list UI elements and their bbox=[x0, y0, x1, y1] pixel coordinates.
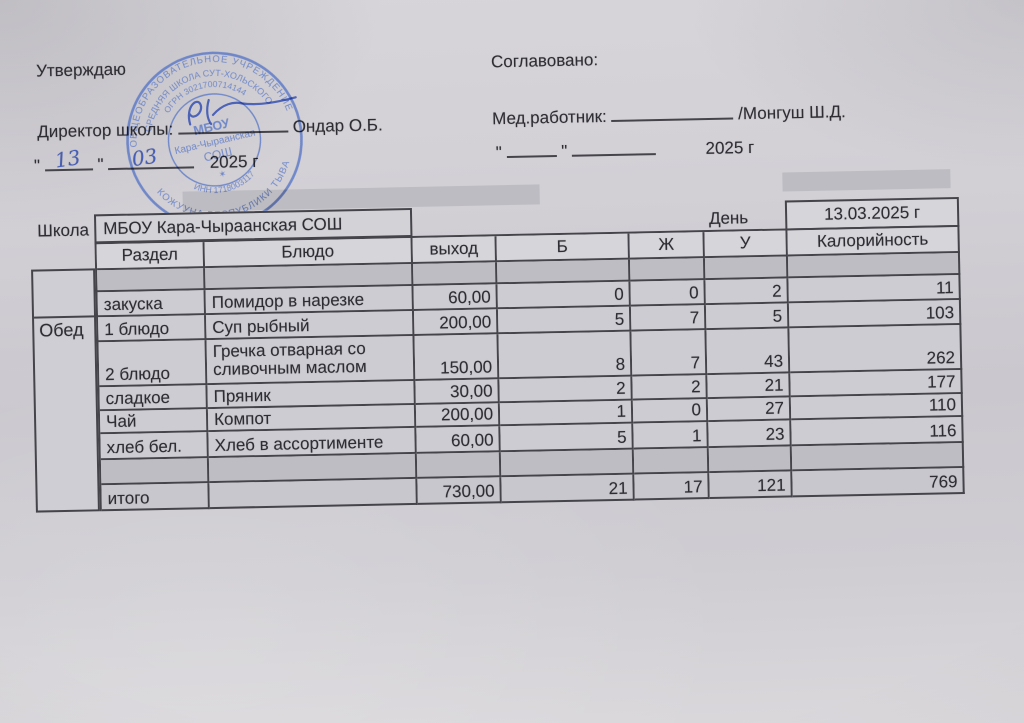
right-date-line: " " 2025 г bbox=[496, 133, 755, 163]
day-label: День bbox=[708, 208, 749, 229]
school-stamp: ОБЩЕОБРАЗОВАТЕЛЬНОЕ УЧРЕЖДЕНИЕ СРЕДНЯЯ Ш… bbox=[112, 37, 303, 235]
empty-cell bbox=[791, 442, 965, 472]
row-razdel: хлеб бел. bbox=[100, 432, 209, 461]
quote-open: " bbox=[33, 156, 41, 176]
empty-cell bbox=[708, 446, 793, 474]
row-out: 200,00 bbox=[413, 309, 499, 336]
stamp-center-line3: СОШ bbox=[202, 144, 233, 164]
empty-cell bbox=[97, 268, 206, 293]
row-kcal: 110 bbox=[790, 393, 964, 421]
row-out: 30,00 bbox=[415, 379, 500, 405]
row-out: 60,00 bbox=[416, 426, 501, 454]
row-u: 43 bbox=[706, 328, 791, 376]
quote-close: " bbox=[97, 155, 104, 175]
row-u: 27 bbox=[707, 397, 792, 423]
header-out: выход bbox=[412, 236, 498, 264]
row-b: 5 bbox=[500, 423, 634, 453]
row-kcal: 116 bbox=[791, 416, 964, 447]
empty-cell bbox=[633, 448, 710, 475]
med-signature-line bbox=[611, 99, 734, 122]
row-kcal: 103 bbox=[788, 299, 962, 329]
month-blank bbox=[571, 135, 657, 157]
row-razdel: 1 блюдо bbox=[98, 315, 207, 343]
row-b: 2 bbox=[499, 376, 633, 404]
day-blank bbox=[506, 137, 557, 158]
year-label: 2025 г bbox=[705, 137, 755, 158]
quote-open: " bbox=[495, 143, 503, 163]
meal-group-cell: Обед bbox=[31, 268, 100, 513]
row-razdel: 2 блюдо bbox=[98, 340, 208, 388]
med-line: Мед.работник: /Монгуш Ш.Д. bbox=[492, 97, 846, 129]
header-u: У bbox=[704, 230, 788, 259]
empty-cell bbox=[416, 452, 502, 479]
meal-group-label: Обед bbox=[39, 319, 84, 341]
menu-grid: Раздел Блюдо выход Б Ж У Калорийность за… bbox=[94, 224, 965, 512]
empty-cell bbox=[500, 449, 635, 478]
empty-cell bbox=[100, 458, 210, 486]
stamp-star: ✶ bbox=[218, 168, 228, 179]
row-out: 150,00 bbox=[414, 334, 500, 381]
empty-cell bbox=[629, 258, 706, 282]
row-kcal: 177 bbox=[790, 369, 963, 398]
handwritten-day: 13 bbox=[53, 145, 82, 173]
row-zh: 0 bbox=[630, 280, 706, 307]
row-b: 0 bbox=[497, 281, 631, 310]
row-u: 5 bbox=[705, 303, 790, 331]
row-zh: 7 bbox=[631, 330, 708, 377]
header-b: Б bbox=[496, 233, 630, 263]
total-label: итого bbox=[101, 483, 210, 512]
row-b: 1 bbox=[499, 400, 634, 427]
row-u: 23 bbox=[708, 420, 792, 449]
row-kcal: 262 bbox=[789, 324, 963, 374]
med-label: Мед.работник: bbox=[491, 106, 607, 129]
empty-cell bbox=[704, 256, 789, 281]
quote-close: " bbox=[561, 141, 568, 161]
school-label: Школа bbox=[37, 220, 90, 241]
row-zh: 7 bbox=[630, 305, 707, 332]
header-zh: Ж bbox=[629, 232, 705, 260]
row-dish: Гречка отварная со сливочным маслом bbox=[206, 335, 416, 386]
row-b: 8 bbox=[498, 331, 633, 380]
menu-table: Школа МБОУ Кара-Чыраанская СОШ День 13.0… bbox=[30, 196, 965, 513]
row-razdel: Чай bbox=[99, 409, 209, 435]
header-razdel: Раздел bbox=[96, 242, 206, 271]
row-u: 2 bbox=[705, 278, 789, 306]
row-out: 60,00 bbox=[413, 284, 498, 311]
total-out: 730,00 bbox=[417, 477, 502, 505]
row-razdel: сладкое bbox=[99, 385, 208, 412]
group-empty-cell bbox=[33, 270, 95, 319]
day-blank: 13 bbox=[44, 145, 93, 172]
scan-band-right bbox=[782, 169, 951, 192]
total-b: 21 bbox=[501, 474, 635, 504]
empty-cell bbox=[497, 259, 631, 285]
row-u: 21 bbox=[707, 373, 791, 400]
total-zh: 17 bbox=[634, 473, 710, 501]
agree-title: Соглавовано: bbox=[490, 50, 599, 72]
med-name: /Монгуш Ш.Д. bbox=[738, 102, 846, 124]
row-zh: 0 bbox=[632, 399, 709, 424]
row-razdel: закуска bbox=[97, 290, 207, 318]
total-empty bbox=[209, 478, 418, 510]
row-zh: 2 bbox=[632, 375, 708, 401]
row-kcal: 11 bbox=[788, 274, 961, 304]
empty-cell bbox=[413, 262, 498, 286]
header-kcal: Калорийность bbox=[787, 226, 960, 257]
row-out: 200,00 bbox=[415, 403, 501, 428]
total-u: 121 bbox=[709, 471, 793, 500]
total-kcal: 769 bbox=[792, 467, 965, 498]
row-b: 5 bbox=[497, 306, 632, 335]
row-zh: 1 bbox=[633, 422, 709, 450]
